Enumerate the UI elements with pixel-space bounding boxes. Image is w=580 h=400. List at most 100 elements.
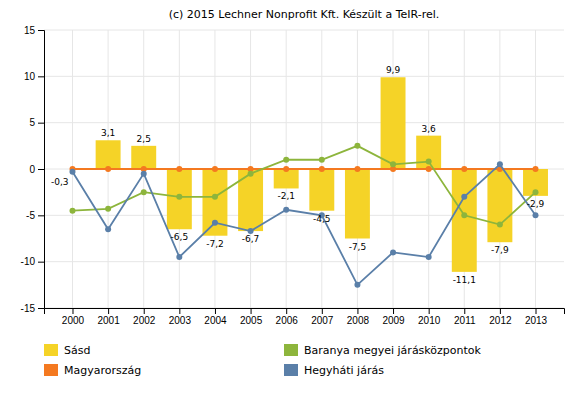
- title: (c) 2015 Lechner Nonprofit Kft. Készült …: [169, 8, 440, 21]
- bar: [167, 169, 192, 229]
- bar: [523, 169, 548, 196]
- grid-line: [44, 261, 564, 262]
- x-tick-label: 2002: [133, 315, 156, 326]
- y-tick-mark: [38, 30, 44, 31]
- x-tick: 2010: [418, 308, 441, 326]
- point: [461, 212, 467, 218]
- plot: 3,12,5-6,5-7,2-6,7-2,1-4,5-7,59,93,6-11,…: [21, 25, 565, 326]
- bar: [345, 169, 370, 239]
- point: [533, 166, 539, 172]
- data-label: -7,2: [206, 239, 224, 249]
- point: [426, 159, 432, 165]
- data-label: -7,9: [491, 245, 509, 255]
- point: [533, 212, 539, 218]
- grid-line: [44, 169, 564, 170]
- data-label: 2,5: [137, 134, 151, 144]
- y-tick: 10: [24, 71, 44, 82]
- y-tick-mark: [38, 262, 44, 263]
- x-tick-label: 2003: [169, 315, 192, 326]
- x-tick-label: 2009: [382, 315, 405, 326]
- point: [212, 220, 218, 226]
- point: [105, 166, 111, 172]
- x-tick-mark: [144, 308, 145, 314]
- x-tick-mark: [464, 308, 465, 314]
- point: [105, 226, 111, 232]
- legend-swatch: [44, 364, 58, 376]
- y-tick: -10: [21, 256, 44, 267]
- x-tick-label: 2005: [240, 315, 263, 326]
- y-tick-label: 5: [29, 117, 35, 128]
- bar: [452, 169, 477, 272]
- point: [141, 189, 147, 195]
- bar: [381, 77, 406, 169]
- data-label: -7,5: [349, 242, 367, 252]
- y-tick: 0: [29, 164, 44, 175]
- point: [426, 166, 432, 172]
- legend-item: Baranya megyei járásközpontok: [284, 344, 482, 357]
- point: [176, 166, 182, 172]
- grid: [44, 30, 564, 308]
- legend-item: Sásd: [44, 344, 90, 357]
- x-tick-mark: [108, 308, 109, 314]
- legend-swatch: [44, 344, 58, 356]
- x-tick-mark: [393, 308, 394, 314]
- bar: [131, 146, 156, 169]
- point: [497, 222, 503, 228]
- point: [354, 166, 360, 172]
- bar: [96, 140, 121, 169]
- y-tick-label: 10: [24, 71, 36, 82]
- x-tick-label: 2004: [204, 315, 227, 326]
- point: [497, 161, 503, 167]
- bar: [416, 136, 441, 169]
- legend-label: Sásd: [64, 344, 90, 357]
- y-tick-mark: [38, 169, 44, 170]
- x-tick-mark: [357, 308, 358, 314]
- point: [248, 171, 254, 177]
- x-tick-label: 2006: [276, 315, 299, 326]
- y-axis: -15-10-5051015: [21, 25, 45, 314]
- x-tick: 2008: [347, 308, 370, 326]
- y-axis-line: [38, 31, 45, 309]
- x-tick-mark: [536, 308, 537, 314]
- point: [283, 166, 289, 172]
- x-tick-label: 2001: [97, 315, 120, 326]
- legend-label: Baranya megyei járásközpontok: [304, 344, 482, 357]
- x-tick-mark: [322, 308, 323, 314]
- x-tick-label: 2007: [311, 315, 334, 326]
- y-tick-label: -10: [21, 256, 36, 267]
- data-label: 3,1: [101, 128, 115, 138]
- x-tick-label: 2008: [347, 315, 370, 326]
- line: [72, 164, 535, 284]
- y-tick-label: -15: [21, 303, 36, 314]
- point: [283, 157, 289, 163]
- y-tick-mark: [38, 308, 44, 309]
- point: [461, 166, 467, 172]
- point: [354, 143, 360, 149]
- data-label: -6,5: [171, 232, 189, 242]
- y-tick: 5: [29, 117, 44, 128]
- x-tick: 2005: [240, 308, 263, 326]
- legend-label: Hegyháti járás: [304, 364, 384, 377]
- x-tick-mark: [179, 308, 180, 314]
- y-tick-label: -5: [26, 210, 35, 221]
- chart-svg: 3,12,5-6,5-7,2-6,7-2,1-4,5-7,59,93,6-11,…: [0, 0, 580, 400]
- bar: [487, 169, 512, 242]
- x-tick-label: 2011: [454, 315, 476, 326]
- y-tick-mark: [38, 76, 44, 77]
- y-tick-mark: [38, 215, 44, 216]
- point: [319, 166, 325, 172]
- point: [390, 249, 396, 255]
- point: [461, 194, 467, 200]
- chart-container: 3,12,5-6,5-7,2-6,7-2,1-4,5-7,59,93,6-11,…: [0, 0, 580, 400]
- data-label: -6,7: [242, 234, 260, 244]
- data-label: -2,1: [277, 191, 295, 201]
- x-tick-mark: [286, 308, 287, 314]
- legend-swatch: [284, 344, 298, 356]
- x-tick: 2007: [311, 308, 334, 326]
- x-axis-line: [45, 309, 565, 315]
- legend-item: Magyarország: [44, 364, 141, 377]
- point: [426, 254, 432, 260]
- x-tick: 2011: [454, 308, 476, 326]
- x-tick: 2006: [276, 308, 299, 326]
- point: [176, 254, 182, 260]
